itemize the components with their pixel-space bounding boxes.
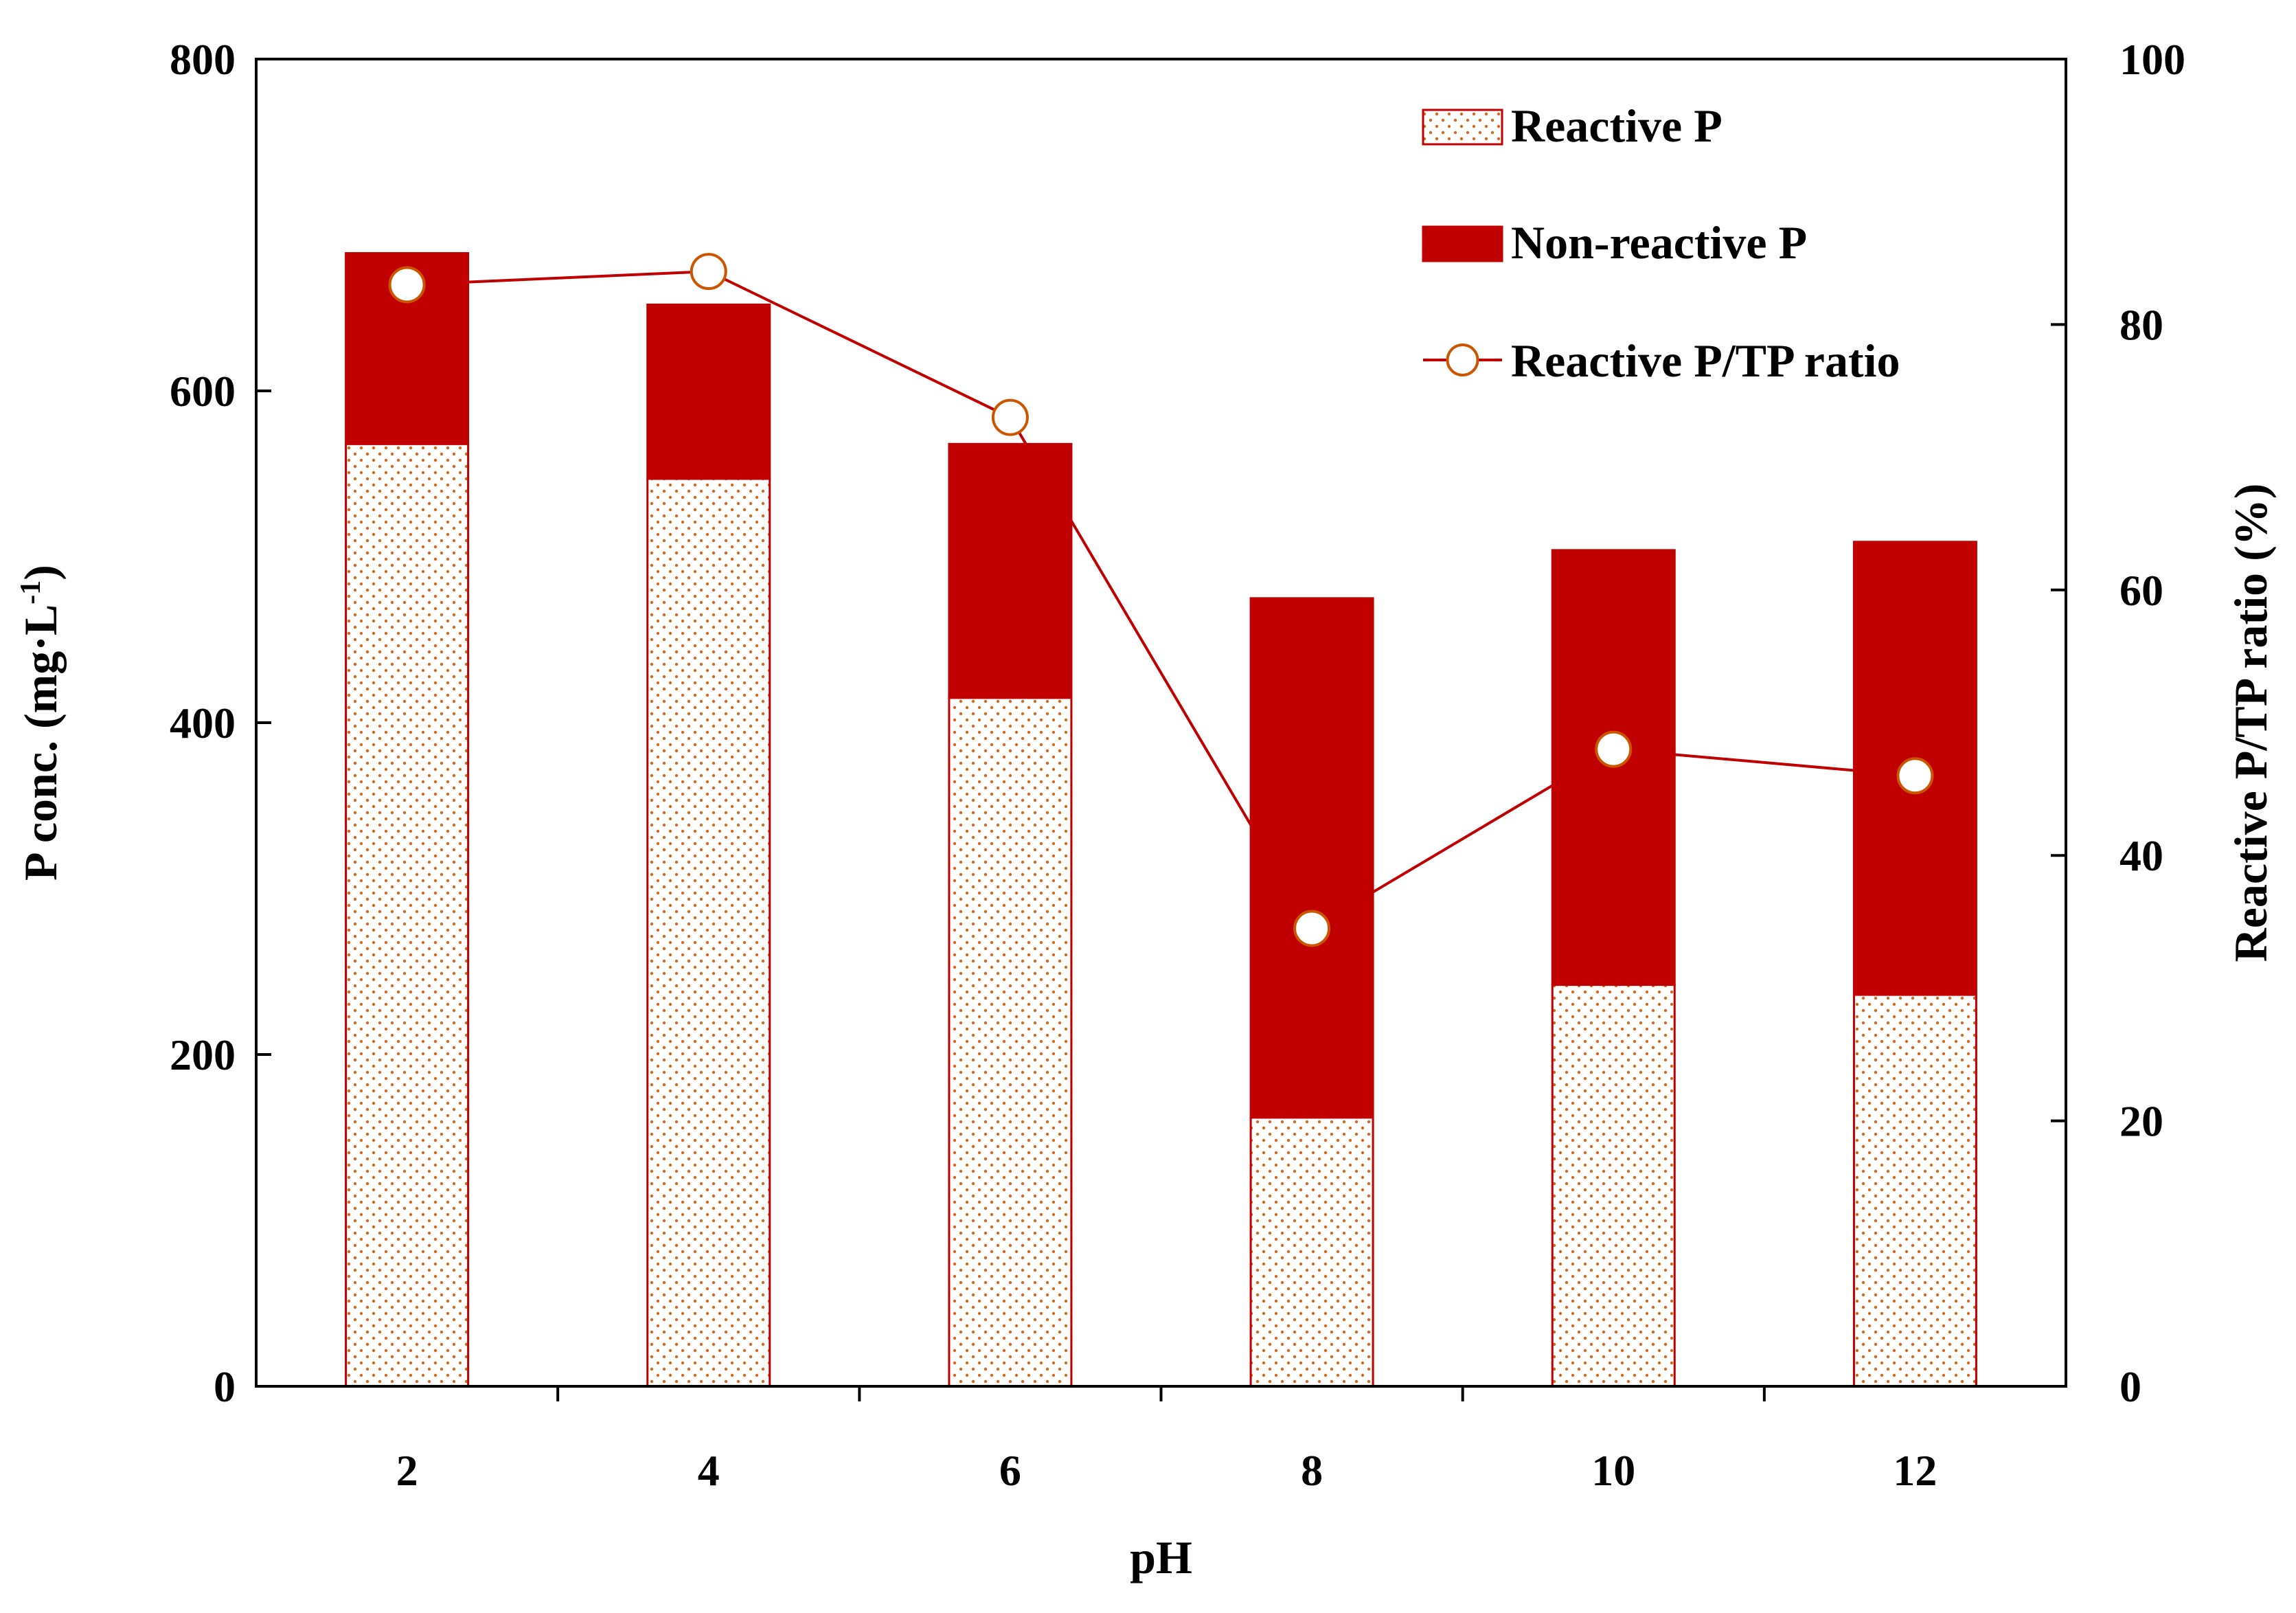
x-tick-label: 10	[1591, 1446, 1635, 1495]
ratio-point	[1896, 757, 1934, 795]
y-tick-label: 200	[170, 1030, 236, 1079]
y-tick-label: 600	[170, 367, 236, 416]
ratio-point	[991, 398, 1029, 436]
y2-tick-label: 100	[2119, 35, 2185, 84]
y2-tick-label: 60	[2119, 566, 2163, 615]
bars	[345, 252, 1977, 1388]
ratio-point	[388, 266, 426, 304]
y-axis-title-main: P conc. (mg·L	[14, 605, 67, 881]
y2-tick-label: 40	[2119, 831, 2163, 880]
x-tick-label: 12	[1893, 1446, 1937, 1495]
axes: 0 200 400 600 800 0 20 40 60 80 100 2 4 6 8 10 12 pH P con…	[14, 35, 2277, 1583]
legend-label-non-reactive-p: Non-reactive P	[1511, 216, 1807, 269]
y2-tick-label: 0	[2119, 1362, 2141, 1411]
ratio-line	[388, 253, 1934, 947]
x-tick-label: 2	[396, 1446, 418, 1495]
legend-swatch-non-reactive-p	[1422, 225, 1503, 262]
x-axis-title: pH	[1130, 1531, 1192, 1583]
legend: Reactive P Non-reactive P Reactive P/TP ra…	[1422, 100, 1900, 387]
y2-tick-label: 20	[2119, 1097, 2163, 1146]
y-tick-label: 0	[214, 1362, 236, 1411]
x-tick-label: 6	[999, 1446, 1021, 1495]
ratio-series-line	[407, 270, 1916, 931]
x-tick-label: 4	[698, 1446, 720, 1495]
x-tick-label: 8	[1301, 1446, 1323, 1495]
bar-non-reactive-p	[948, 442, 1073, 699]
y2-tick-label: 80	[2119, 300, 2163, 349]
y-axis-title-sup: -1	[15, 580, 47, 605]
bar-reactive-p	[1551, 984, 1676, 1388]
y-tick-label: 800	[170, 35, 236, 84]
bar-reactive-p	[1852, 993, 1977, 1388]
legend-swatch-reactive-p	[1422, 109, 1503, 146]
y-axis-title-end: )	[14, 565, 67, 580]
ratio-point	[1293, 910, 1331, 947]
legend-marker-ratio	[1446, 343, 1479, 376]
bar-reactive-p	[948, 697, 1073, 1388]
bar-reactive-p	[345, 442, 470, 1388]
ratio-point	[690, 253, 727, 291]
y-tick-label: 400	[170, 699, 236, 747]
y2-axis-title: Reactive P/TP ratio (%)	[2225, 484, 2277, 962]
legend-label-reactive-p: Reactive P	[1511, 100, 1723, 152]
bar-non-reactive-p	[646, 303, 771, 480]
ratio-point	[1595, 730, 1633, 768]
y-axis-title: P conc. (mg·L-1)	[14, 565, 67, 881]
legend-label-ratio: Reactive P/TP ratio	[1511, 335, 1900, 387]
bar-reactive-p	[1249, 1116, 1374, 1388]
bar-reactive-p	[646, 477, 771, 1388]
